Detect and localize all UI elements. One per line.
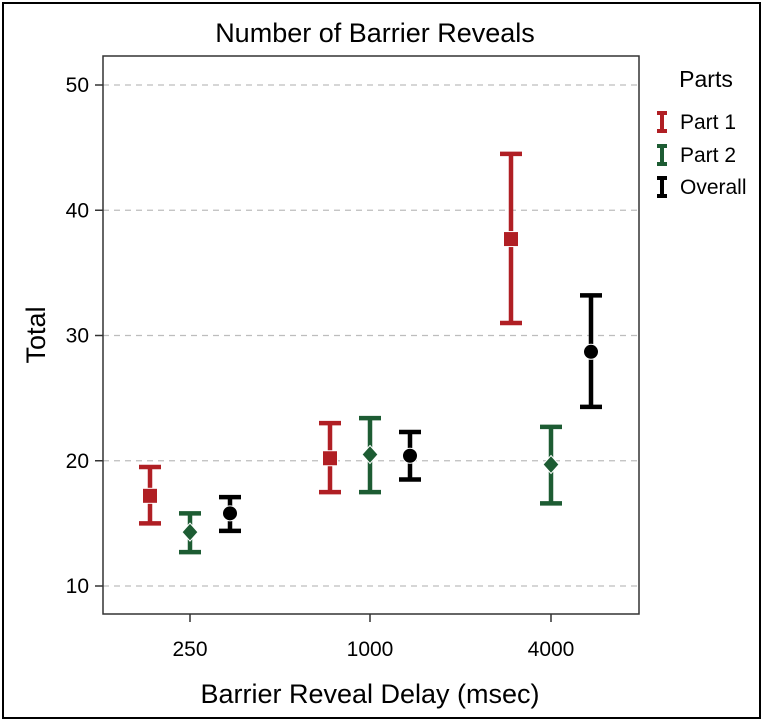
- legend-label: Overall: [680, 176, 747, 199]
- y-axis: 10 20 30 40 50: [66, 74, 103, 598]
- data-marks: [139, 151, 602, 555]
- y-tick-label: 30: [66, 325, 89, 348]
- y-tick-label: 20: [66, 450, 89, 473]
- x-tick-label: 1000: [347, 638, 394, 661]
- part-2-point-group: [540, 424, 562, 506]
- legend-item-part-2: Part 2: [657, 144, 736, 167]
- part-1-mean-marker: [322, 450, 338, 467]
- part-1-point-group: [139, 464, 161, 526]
- legend-label: Part 2: [680, 144, 736, 167]
- overall-mean-marker: [402, 447, 418, 464]
- legend-item-overall: Overall: [657, 176, 747, 199]
- part-2-mean-marker: [181, 522, 199, 542]
- chart-title: Number of Barrier Reveals: [215, 18, 535, 48]
- y-tick-label: 40: [66, 199, 89, 222]
- overall-mean-marker: [583, 343, 599, 360]
- overall-point-group: [399, 429, 421, 482]
- legend-title: Parts: [679, 66, 733, 92]
- overall-point-group: [580, 293, 602, 410]
- x-axis: 250 1000 4000: [172, 614, 574, 661]
- legend: Parts Part 1 Part 2 Overall: [657, 66, 747, 199]
- part-2-point-group: [179, 511, 201, 555]
- y-axis-label: Total: [21, 306, 51, 363]
- x-tick-label: 250: [172, 638, 207, 661]
- y-tick-label: 50: [66, 74, 89, 97]
- x-axis-label: Barrier Reveal Delay (msec): [200, 679, 539, 709]
- overall-point-group: [219, 494, 241, 534]
- legend-item-part-1: Part 1: [657, 111, 736, 134]
- x-tick-label: 4000: [528, 638, 575, 661]
- overall-mean-marker: [222, 505, 238, 522]
- part-2-mean-marker: [542, 454, 560, 475]
- part-2-point-group: [359, 415, 381, 495]
- y-tick-label: 10: [66, 575, 89, 598]
- part-1-mean-marker: [503, 231, 519, 248]
- legend-label: Part 1: [680, 111, 736, 134]
- part-1-mean-marker: [142, 487, 158, 504]
- part-1-point-group: [319, 420, 341, 495]
- part-1-point-group: [500, 151, 522, 326]
- grid-lines: [103, 84, 639, 587]
- part-2-mean-marker: [361, 444, 379, 465]
